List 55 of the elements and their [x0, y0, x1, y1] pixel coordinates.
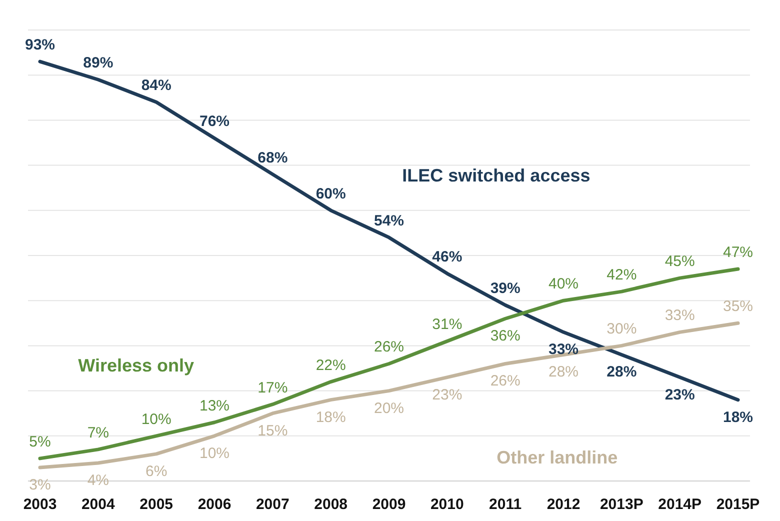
data-label: 31% — [432, 316, 462, 334]
text: Other landline — [496, 448, 618, 468]
data-label: 33% — [548, 341, 579, 358]
x-tick-label: 2015P — [716, 496, 760, 513]
data-label: 28% — [606, 364, 637, 381]
data-label: 13% — [199, 397, 230, 414]
x-tick-label: 2012 — [546, 496, 580, 513]
data-label: 20% — [374, 400, 404, 417]
data-label: 15% — [258, 422, 288, 440]
data-label: 30% — [606, 320, 637, 338]
data-label: 10% — [199, 444, 230, 462]
data-label: 68% — [258, 149, 288, 166]
text: Wireless only — [78, 355, 194, 376]
data-label: 4% — [87, 472, 110, 489]
data-label: 5% — [29, 433, 51, 450]
data-label: 40% — [548, 276, 579, 293]
data-label: 54% — [374, 212, 404, 230]
data-label: 46% — [432, 248, 462, 266]
data-label: 7% — [87, 424, 110, 442]
data-label: 33% — [664, 307, 695, 324]
data-label: 42% — [606, 266, 637, 284]
data-label: 23% — [664, 386, 695, 404]
data-label: 35% — [722, 298, 754, 316]
data-label: 45% — [664, 253, 695, 270]
data-label: 17% — [258, 379, 288, 396]
x-tick-label: 2003 — [23, 496, 57, 513]
data-label: 28% — [548, 364, 579, 381]
x-tick-label: 2013P — [600, 496, 644, 513]
data-label: 18% — [316, 408, 346, 426]
data-label: 10% — [141, 410, 172, 428]
data-label: 89% — [83, 54, 114, 72]
x-tick-label: 2008 — [314, 496, 348, 513]
x-tick-label: 2007 — [256, 496, 290, 513]
data-label: 76% — [199, 113, 230, 130]
text: ILEC switched access — [402, 166, 590, 186]
data-label: 39% — [490, 280, 520, 298]
data-label: 93% — [24, 36, 56, 54]
data-label: 60% — [316, 185, 346, 202]
data-label: 26% — [374, 338, 404, 356]
x-tick-label: 2011 — [489, 496, 522, 513]
x-tick-label: 2006 — [198, 496, 232, 513]
data-label: 84% — [141, 77, 172, 94]
x-tick-label: 2014P — [658, 496, 702, 513]
data-label: 18% — [722, 408, 754, 426]
data-label: 22% — [316, 356, 346, 374]
data-label: 6% — [145, 462, 168, 480]
x-tick-label: 2004 — [81, 496, 116, 513]
data-label: 3% — [29, 476, 51, 494]
x-tick-label: 2009 — [372, 496, 406, 513]
x-tick-label: 2010 — [430, 496, 464, 513]
data-label: 26% — [490, 372, 520, 390]
data-label: 47% — [722, 244, 754, 262]
data-label: 23% — [432, 386, 462, 404]
data-label: 36% — [490, 328, 520, 345]
x-tick-label: 2005 — [140, 496, 174, 513]
